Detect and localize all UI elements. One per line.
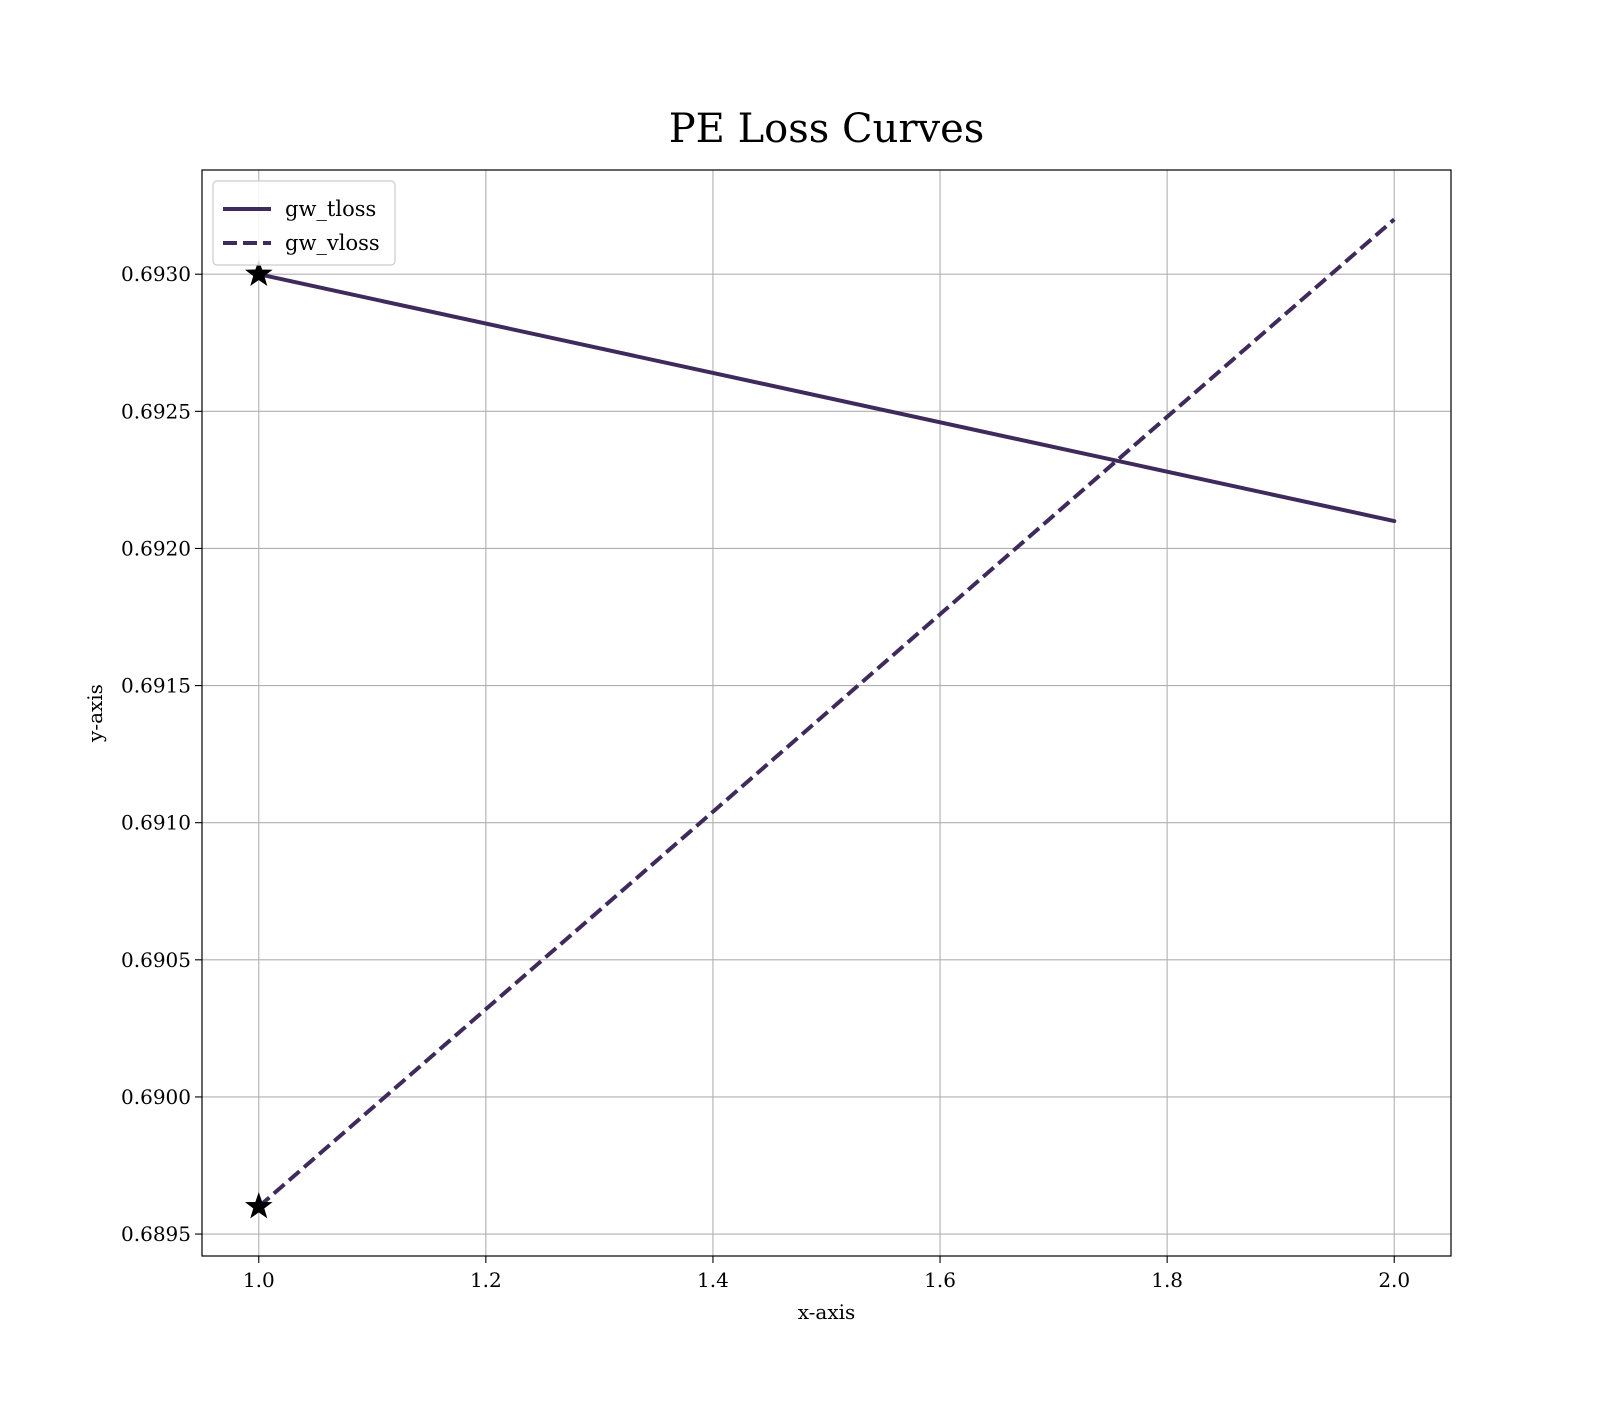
legend: gw_tloss gw_vloss (212, 180, 396, 266)
x-tick-label: 1.6 (924, 1268, 956, 1292)
y-tick-label: 0.6900 (121, 1085, 191, 1109)
x-tick-label: 1.0 (243, 1268, 275, 1292)
x-tick-label: 1.4 (697, 1268, 729, 1292)
best-point-star-gw_vloss (244, 1192, 273, 1219)
series-line-gw_tloss (256, 272, 1397, 524)
legend-label-gw_vloss: gw_vloss (285, 231, 380, 255)
marker-layer (244, 259, 273, 1219)
y-tick-label: 0.6925 (121, 399, 191, 423)
plot-area-frame (201, 169, 1452, 1257)
y-tick-label: 0.6920 (121, 536, 191, 560)
y-tick-label: 0.6910 (121, 811, 191, 835)
x-axis-label: x-axis (798, 1300, 856, 1324)
tick-layer: 1.0 1.2 1.4 1.6 1.8 2.0 0.6895 0.6900 0.6905 0.69… (121, 262, 1410, 1292)
best-point-star-gw_tloss (244, 259, 273, 286)
grid-layer (202, 170, 1451, 1256)
y-tick-label: 0.6895 (121, 1222, 191, 1246)
series-layer (256, 217, 1397, 1209)
y-tick-label: 0.6905 (121, 948, 191, 972)
legend-label-gw_tloss: gw_tloss (285, 197, 376, 221)
x-tick-label: 1.8 (1151, 1268, 1183, 1292)
chart-title: PE Loss Curves (669, 106, 985, 152)
x-tick-label: 2.0 (1378, 1268, 1410, 1292)
x-tick-label: 1.2 (470, 1268, 502, 1292)
legend-box (212, 180, 396, 266)
series-line-gw_vloss (257, 217, 1396, 1209)
y-tick-label: 0.6930 (121, 262, 191, 286)
y-tick-label: 0.6915 (121, 674, 191, 698)
y-axis-label: y-axis (83, 684, 107, 743)
